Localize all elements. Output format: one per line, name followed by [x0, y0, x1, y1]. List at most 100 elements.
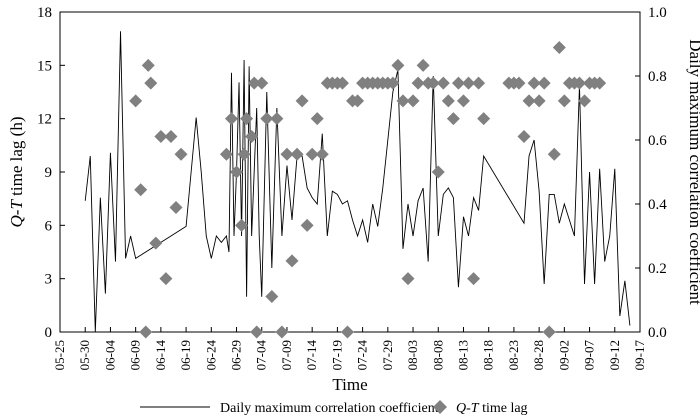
scatter-point — [477, 112, 491, 126]
scatter-point — [406, 94, 420, 108]
y-left-tick-label: 9 — [45, 165, 53, 181]
scatter-point — [542, 325, 556, 339]
scatter-point — [255, 76, 269, 90]
scatter-point — [451, 76, 465, 90]
scatter-point — [169, 201, 183, 215]
x-tick-label: 05-30 — [77, 340, 92, 370]
y-right-tick-label: 1.0 — [648, 5, 667, 21]
scatter-point — [441, 94, 455, 108]
scatter-point — [139, 325, 153, 339]
x-tick-label: 06-19 — [178, 340, 193, 370]
y-axis-right: 0.0 0.2 0.4 0.6 0.8 1.0 — [635, 5, 667, 341]
x-tick-label: 08-28 — [531, 340, 546, 370]
series-line-correlation — [84, 31, 631, 333]
scatter-point — [305, 147, 319, 161]
scatter-point — [247, 76, 261, 90]
y-left-tick-label: 0 — [45, 325, 53, 341]
x-axis: 05-25 05-30 06-04 06-09 06-14 06-19 06-24 06-29… — [52, 327, 647, 370]
x-tick-label: 09-02 — [556, 340, 571, 370]
x-tick-label: 06-04 — [102, 340, 117, 371]
x-tick-label: 06-09 — [128, 340, 143, 370]
scatter-point — [426, 76, 440, 90]
scatter-point — [134, 183, 148, 197]
scatter-point — [230, 165, 244, 179]
scatter-point — [335, 76, 349, 90]
y-axis-left: 0 3 6 9 12 15 18 — [37, 5, 65, 341]
scatter-point — [547, 147, 561, 161]
scatter-point — [275, 325, 289, 339]
scatter-point — [401, 272, 415, 286]
scatter-point — [462, 76, 476, 90]
x-axis-title: Time — [332, 375, 367, 394]
scatter-point — [260, 112, 274, 126]
x-tick-label: 07-19 — [329, 340, 344, 370]
scatter-point — [159, 272, 173, 286]
x-tick-label: 09-17 — [632, 340, 647, 371]
x-tick-label: 08-03 — [405, 340, 420, 370]
x-tick-label: 08-23 — [506, 340, 521, 370]
scatter-point — [517, 129, 531, 143]
scatter-point — [593, 76, 607, 90]
legend-diamond-swatch — [433, 400, 447, 414]
scatter-point — [235, 218, 249, 232]
scatter-point — [472, 76, 486, 90]
scatter-point — [340, 325, 354, 339]
scatter-point — [290, 147, 304, 161]
y-right-tick-label: 0.8 — [648, 69, 667, 85]
x-tick-label: 08-13 — [455, 340, 470, 370]
scatter-point — [295, 94, 309, 108]
scatter-point — [431, 165, 445, 179]
scatter-point — [315, 147, 329, 161]
scatter-point — [436, 76, 450, 90]
plot-frame — [59, 11, 641, 333]
scatter-point — [522, 94, 536, 108]
scatter-point — [310, 112, 324, 126]
scatter-point — [237, 147, 251, 161]
x-tick-label: 05-25 — [52, 340, 67, 370]
scatter-point — [224, 112, 238, 126]
scatter-point — [154, 129, 168, 143]
scatter-point — [552, 41, 566, 55]
scatter-point — [386, 76, 400, 90]
scatter-point — [174, 147, 188, 161]
scatter-point — [245, 129, 259, 143]
legend-label-time-lag: Q-T time lag — [456, 401, 528, 416]
x-tick-label: 07-24 — [355, 340, 370, 371]
x-tick-label: 06-29 — [229, 340, 244, 370]
scatter-point — [557, 94, 571, 108]
y-axis-right-title: Daily maximum correlation coefficient — [686, 39, 700, 305]
y-left-tick-label: 18 — [37, 5, 52, 21]
x-tick-label: 08-18 — [481, 340, 496, 370]
x-tick-label: 08-08 — [430, 340, 445, 370]
y-right-tick-label: 0.6 — [648, 133, 667, 149]
legend-label-correlation: Daily maximum correlation coefficient — [220, 401, 439, 416]
scatter-point — [396, 94, 410, 108]
y-axis-left-title: Q-T time lag (h) — [7, 117, 26, 228]
scatter-point — [351, 94, 365, 108]
scatter-point — [572, 76, 586, 90]
scatter-point — [141, 58, 155, 72]
x-tick-label: 09-07 — [582, 340, 597, 371]
series-scatter-time-lag — [129, 41, 607, 339]
y-left-tick-label: 15 — [37, 58, 52, 74]
x-tick-label: 06-24 — [203, 340, 218, 371]
scatter-point — [446, 112, 460, 126]
scatter-point — [300, 218, 314, 232]
scatter-point — [416, 58, 430, 72]
y-left-tick-label: 12 — [37, 112, 52, 128]
scatter-point — [280, 147, 294, 161]
scatter-point — [265, 289, 279, 303]
scatter-point — [391, 58, 405, 72]
y-right-tick-label: 0.0 — [648, 325, 667, 341]
y-right-tick-label: 0.4 — [648, 197, 667, 213]
y-left-tick-label: 3 — [45, 272, 53, 288]
x-tick-label: 07-04 — [254, 340, 269, 371]
scatter-point — [537, 76, 551, 90]
scatter-point — [240, 112, 254, 126]
scatter-point — [219, 147, 233, 161]
x-tick-label: 07-29 — [380, 340, 395, 370]
scatter-point — [532, 94, 546, 108]
x-tick-label: 06-14 — [153, 340, 168, 371]
scatter-point — [285, 254, 299, 268]
